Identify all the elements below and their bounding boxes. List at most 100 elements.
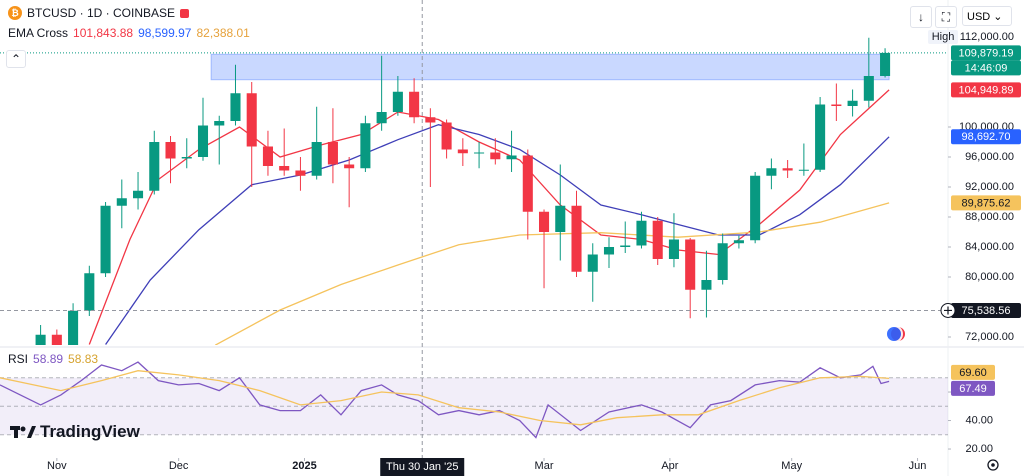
candle-body [766, 168, 777, 176]
candle-body [701, 279, 712, 290]
y-tick-label: 80,000.00 [965, 271, 1014, 283]
high-label: High [932, 31, 955, 43]
candle-body [603, 246, 615, 255]
price-badge: 109,879.19 [958, 47, 1013, 59]
currency: USD [967, 11, 991, 23]
candle-body [344, 164, 355, 169]
candle-body [214, 120, 225, 126]
candle-body [133, 190, 144, 199]
countdown-bg [951, 60, 1021, 76]
y-tick-label: 92,000.00 [965, 181, 1014, 193]
candle-body [425, 117, 436, 123]
candle-body [246, 93, 257, 147]
candle-body [685, 239, 696, 290]
candle-body [116, 198, 127, 206]
y-tick-label: 40.00 [965, 414, 993, 426]
candle-body [522, 155, 533, 212]
indicator-header: EMA Cross 101,843.88 98,599.97 82,388.01 [8, 26, 250, 40]
symbol-header: ₿ BTCUSD · 1D · COINBASE [8, 6, 190, 20]
rsi-header: RSI 58.89 58.83 [8, 352, 98, 366]
x-tick-label: Jun [909, 460, 927, 472]
x-tick-label: Nov [47, 460, 67, 472]
high-label-bg [928, 29, 958, 44]
rsi-ma-value: 58.83 [68, 352, 99, 366]
collapse-button[interactable]: ⌃ [6, 50, 26, 68]
candle-body [230, 93, 241, 121]
rsi-badge-bg [951, 380, 995, 396]
candle-body [571, 205, 582, 272]
price-badge: 104,949.89 [958, 84, 1013, 96]
symbol: BTCUSD · 1D · COINBASE [27, 6, 176, 20]
y-tick-label: 72,000.00 [965, 331, 1014, 343]
candle-body [149, 141, 160, 191]
candle-body [782, 168, 793, 171]
candle-body [441, 122, 452, 150]
download-button[interactable]: ↓ [910, 6, 932, 28]
candle-body [863, 75, 874, 101]
rsi-value: 58.89 [33, 352, 64, 366]
candle-body [555, 205, 566, 232]
fullscreen-button[interactable]: ⛶ [935, 6, 957, 28]
candle-body [474, 152, 485, 154]
market-status [180, 8, 190, 18]
logo-text: TradingView [40, 422, 140, 441]
candle-body [100, 205, 111, 274]
y-tick-label: 112,000.00 [960, 31, 1014, 43]
candle-body [815, 104, 826, 170]
indicator-name: EMA Cross [8, 26, 69, 40]
candle-body [409, 91, 420, 118]
candle-body [311, 141, 322, 176]
crosshair-x-label-bg [380, 458, 465, 476]
candle-body [587, 254, 598, 272]
crosshair-x-label: Thu 30 Jan '25 [386, 461, 458, 473]
candle-body [506, 155, 517, 160]
ema-value: 98,599.97 [138, 26, 192, 40]
candle-body [538, 211, 550, 232]
candle-body [798, 169, 809, 171]
line [214, 202, 890, 345]
ema-value: 82,388.01 [196, 26, 250, 40]
crosshair-y-label-bg [951, 302, 1021, 318]
y-tick-label: 84,000.00 [965, 241, 1014, 253]
settings-icon[interactable] [987, 459, 999, 471]
candle-body [392, 91, 403, 112]
candle-body [652, 220, 663, 259]
candle-body [717, 243, 728, 280]
x-tick-label: Apr [661, 460, 678, 472]
candle-body [279, 165, 290, 171]
candle-body [376, 111, 387, 124]
events-icon [885, 325, 903, 343]
candle-body [68, 310, 79, 345]
line [0, 361, 890, 439]
candle-body [636, 220, 647, 246]
candle-body [360, 123, 371, 169]
countdown: 14:46:09 [965, 62, 1008, 74]
x-tick-label: May [781, 460, 802, 472]
logo-mark [10, 426, 36, 438]
candle-body [327, 141, 338, 165]
candle-body [847, 100, 858, 106]
price-badge: 89,875.62 [962, 197, 1011, 209]
candle-body [733, 240, 744, 244]
candle-body [831, 104, 842, 106]
candle-body [181, 156, 192, 159]
candle-body [750, 175, 761, 241]
resistance-zone [210, 53, 890, 81]
x-tick-label: Dec [169, 460, 189, 472]
candle-body [51, 334, 62, 345]
currency-select[interactable]: USD ⌄ [962, 6, 1012, 26]
ema-value: 101,843.88 [73, 26, 134, 40]
candle-body [490, 152, 501, 160]
candle-body [668, 239, 679, 259]
candle-body [197, 125, 209, 157]
y-tick-label: 88,000.00 [965, 211, 1014, 223]
candle-body [295, 170, 306, 176]
price-badge-bg [951, 45, 1021, 61]
candle-body [620, 245, 631, 247]
line [88, 89, 890, 345]
price-badge-bg [951, 195, 1021, 211]
x-tick-label: 2025 [292, 460, 316, 472]
candle-body [35, 334, 46, 345]
